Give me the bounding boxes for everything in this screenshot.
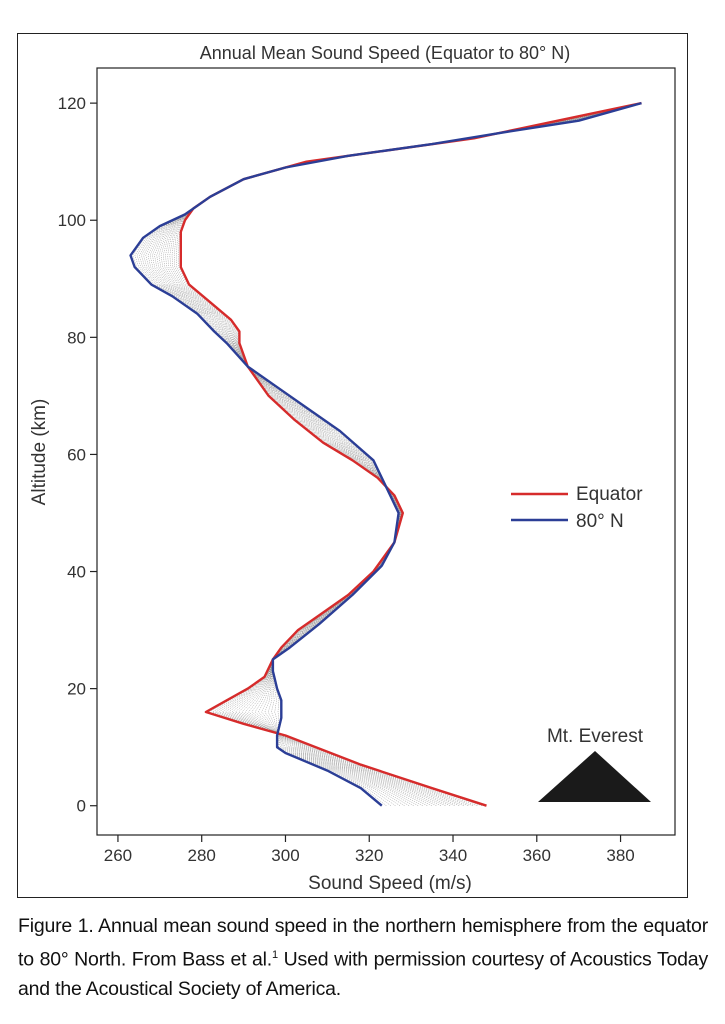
y-tick-label: 120 [58, 94, 86, 113]
y-tick-label: 20 [67, 680, 86, 699]
intermediate-profile-line [138, 102, 642, 806]
caption-reference-number: 1 [272, 949, 278, 961]
intermediate-profile-line [141, 102, 642, 806]
intermediate-profile-line [143, 102, 642, 806]
intermediate-profile-line [178, 102, 642, 806]
intermediate-profile-line [145, 102, 642, 806]
series-layer [129, 101, 642, 807]
y-axis-ticks: 0 20 40 60 80 100 120 [58, 94, 97, 816]
legend: Equator 80° N [511, 484, 643, 532]
intermediate-profile-line [154, 102, 642, 806]
intermediate-profile-line [160, 102, 642, 806]
intermediate-profile-line [173, 102, 642, 806]
intermediate-profile-line [167, 102, 642, 806]
plot-area [96, 67, 676, 836]
y-tick-label: 80 [67, 328, 86, 347]
intermediate-profile-line [171, 102, 642, 806]
intermediate-profile-line [134, 102, 642, 806]
intermediate-profile-line [156, 102, 642, 806]
intermediate-profile-line [149, 102, 642, 806]
intermediate-profile-line [158, 102, 642, 806]
y-tick-label: 100 [58, 211, 86, 230]
intermediate-profile-line [169, 102, 642, 806]
series-line-equator [179, 101, 642, 807]
x-tick-label: 300 [271, 846, 299, 865]
intermediate-profile-line [136, 102, 642, 806]
caption-text-continued: Used with permission courtesy of Acousti… [18, 948, 708, 1000]
mountain-icon [538, 751, 651, 802]
x-tick-label: 360 [523, 846, 551, 865]
sound-speed-chart: Annual Mean Sound Speed (Equator to 80° … [29, 43, 676, 894]
intermediate-profile-line [152, 102, 642, 806]
x-tick-label: 260 [104, 846, 132, 865]
x-axis-ticks: 260 280 300 320 340 360 380 [104, 835, 635, 865]
intermediate-profile-line [163, 102, 642, 806]
mt-everest-annotation: Mt. Everest [538, 726, 651, 802]
chart-title: Annual Mean Sound Speed (Equator to 80° … [200, 43, 570, 63]
x-axis-title: Sound Speed (m/s) [308, 873, 472, 894]
x-tick-label: 280 [188, 846, 216, 865]
intermediate-profile-line [132, 102, 642, 806]
intermediate-profiles [132, 102, 642, 806]
y-tick-label: 0 [77, 797, 86, 816]
intermediate-profile-line [165, 102, 642, 806]
x-tick-label: 320 [355, 846, 383, 865]
intermediate-profile-line [176, 102, 642, 806]
y-tick-label: 40 [67, 563, 86, 582]
x-tick-label: 380 [606, 846, 634, 865]
legend-label-80n: 80° N [576, 511, 624, 532]
caption-text: Figure 1. Annual mean sound speed in the… [18, 915, 708, 971]
intermediate-profile-line [147, 102, 642, 806]
y-axis-title: Altitude (km) [29, 399, 50, 506]
mt-everest-label: Mt. Everest [547, 726, 644, 747]
figure-caption: Figure 1. Annual mean sound speed in the… [18, 912, 708, 1004]
x-tick-label: 340 [439, 846, 467, 865]
figure-frame [17, 33, 688, 898]
y-tick-label: 60 [67, 445, 86, 464]
legend-label-equator: Equator [576, 484, 643, 505]
series-line-80n [129, 101, 642, 807]
